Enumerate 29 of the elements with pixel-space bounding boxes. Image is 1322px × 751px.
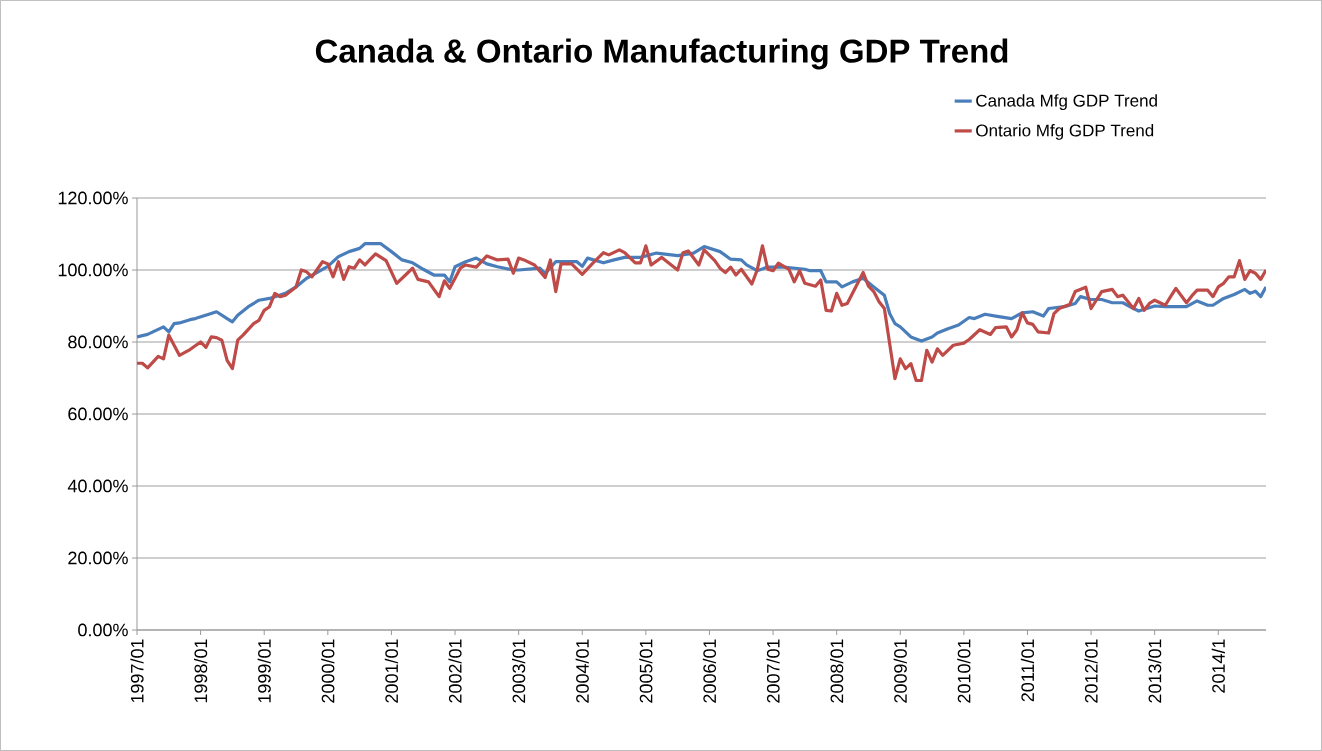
chart-title: Canada & Ontario Manufacturing GDP Trend (315, 38, 1008, 70)
x-tick-label: 2014/1 (1211, 639, 1225, 693)
x-tick-label: 2005/01 (639, 639, 653, 703)
x-tick-label: 2002/01 (448, 639, 462, 703)
legend-label: Canada Mfg GDP Trend (976, 94, 1157, 111)
x-tick-label: 2001/01 (384, 639, 399, 703)
y-tick-label: 80.00% (68, 335, 128, 349)
x-tick-label: 2009/01 (893, 639, 907, 703)
y-tick-label: 60.00% (68, 407, 128, 421)
y-tick-label: 20.00% (68, 551, 128, 565)
x-tick-label: 1997/01 (130, 639, 144, 703)
x-tick-label: 2006/01 (702, 639, 717, 703)
x-tick-label: 2010/01 (957, 639, 971, 703)
y-tick-label: 100.00% (58, 263, 128, 277)
x-tick-label: 2003/01 (512, 639, 526, 703)
x-tick-label: 1998/01 (194, 639, 208, 703)
x-tick-label: 2008/01 (830, 639, 844, 703)
x-tick-label: 2000/01 (321, 639, 335, 703)
y-tick-label: 120.00% (58, 191, 128, 205)
x-tick-label: 2013/01 (1148, 639, 1162, 703)
x-tick-label: 2004/01 (575, 639, 589, 703)
x-tick-label: 2011/01 (1020, 639, 1035, 702)
y-tick-label: 0.00% (78, 623, 128, 637)
x-tick-label: 2012/01 (1084, 639, 1098, 703)
legend-label: Ontario Mfg GDP Trend (976, 124, 1154, 140)
x-tick-label: 2007/01 (766, 639, 780, 703)
line-series (137, 244, 1266, 383)
y-tick-label: 40.00% (67, 479, 128, 493)
x-tick-label: 1999/01 (257, 639, 271, 703)
